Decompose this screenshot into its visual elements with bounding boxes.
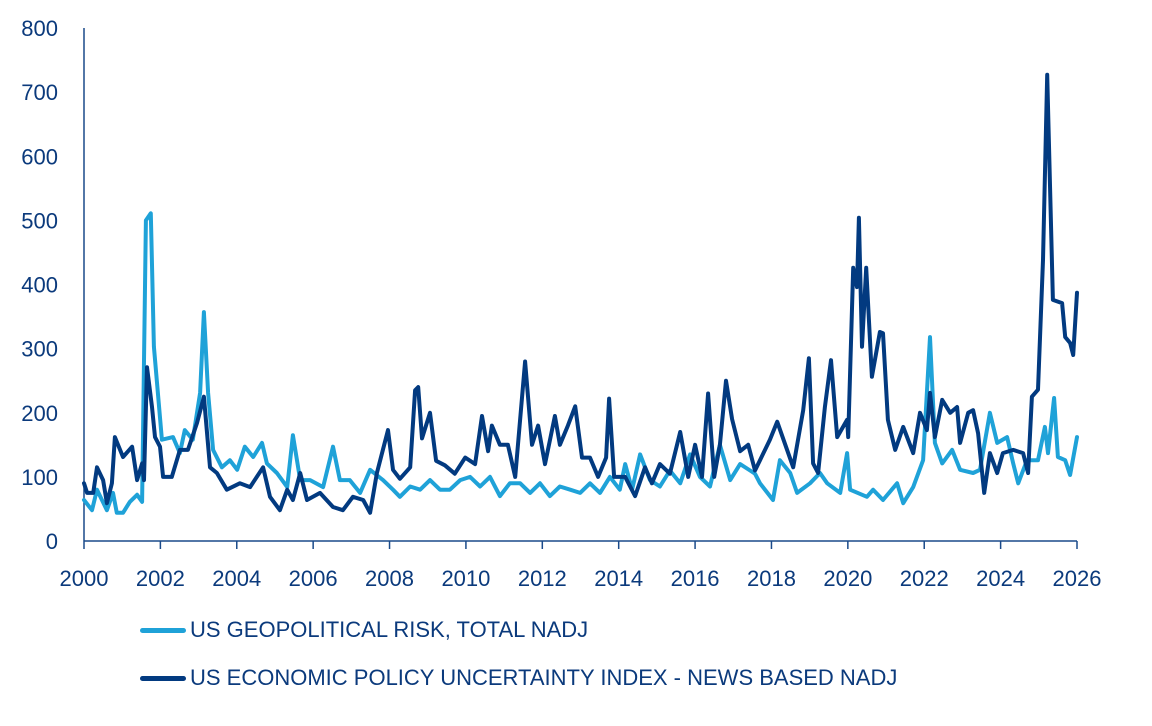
- x-tick-label: 2002: [136, 566, 185, 591]
- legend-swatch-epu: [140, 675, 186, 681]
- x-tick-label: 2026: [1053, 566, 1102, 591]
- legend-item-geopolitical-risk: US GEOPOLITICAL RISK, TOTAL NADJ: [140, 617, 588, 643]
- legend-label-geopolitical-risk: US GEOPOLITICAL RISK, TOTAL NADJ: [190, 617, 589, 642]
- x-tick-label: 2012: [518, 566, 567, 591]
- x-tick-label: 2006: [289, 566, 338, 591]
- x-tick-label: 2004: [212, 566, 261, 591]
- x-tick-label: 2020: [823, 566, 872, 591]
- y-tick-label: 600: [21, 144, 58, 169]
- x-tick-label: 2010: [441, 566, 490, 591]
- series-lines: [82, 72, 1079, 515]
- x-axis-ticks: [83, 541, 1078, 549]
- x-tick-label: 2018: [747, 566, 796, 591]
- x-tick-label: 2000: [60, 566, 109, 591]
- y-tick-label: 500: [21, 208, 58, 233]
- x-tick-label: 2022: [900, 566, 949, 591]
- y-tick-label: 800: [21, 16, 58, 41]
- series-line-epu: [82, 72, 1079, 515]
- y-tick-label: 700: [21, 80, 58, 105]
- x-tick-label: 2008: [365, 566, 414, 591]
- series-line-geopolitical-risk: [82, 211, 1079, 515]
- x-tick-label: 2016: [671, 566, 720, 591]
- y-tick-label: 200: [21, 401, 58, 426]
- y-tick-label: 100: [21, 465, 58, 490]
- legend-swatch-geopolitical-risk: [140, 627, 186, 633]
- x-tick-label: 2024: [976, 566, 1025, 591]
- y-tick-label: 300: [21, 337, 58, 362]
- y-axis-labels: 0 100 200 300 400 500 600 700 800: [21, 16, 58, 554]
- x-tick-label: 2014: [594, 566, 643, 591]
- legend-label-epu: US ECONOMIC POLICY UNCERTAINTY INDEX - N…: [190, 665, 898, 690]
- x-axis-labels: 2000 2002 2004 2006 2008 2010 2012 2014 2016 2018…: [60, 566, 1102, 591]
- legend-item-epu: US ECONOMIC POLICY UNCERTAINTY INDEX - N…: [140, 665, 897, 691]
- y-tick-label: 0: [46, 529, 58, 554]
- y-tick-label: 400: [21, 273, 58, 298]
